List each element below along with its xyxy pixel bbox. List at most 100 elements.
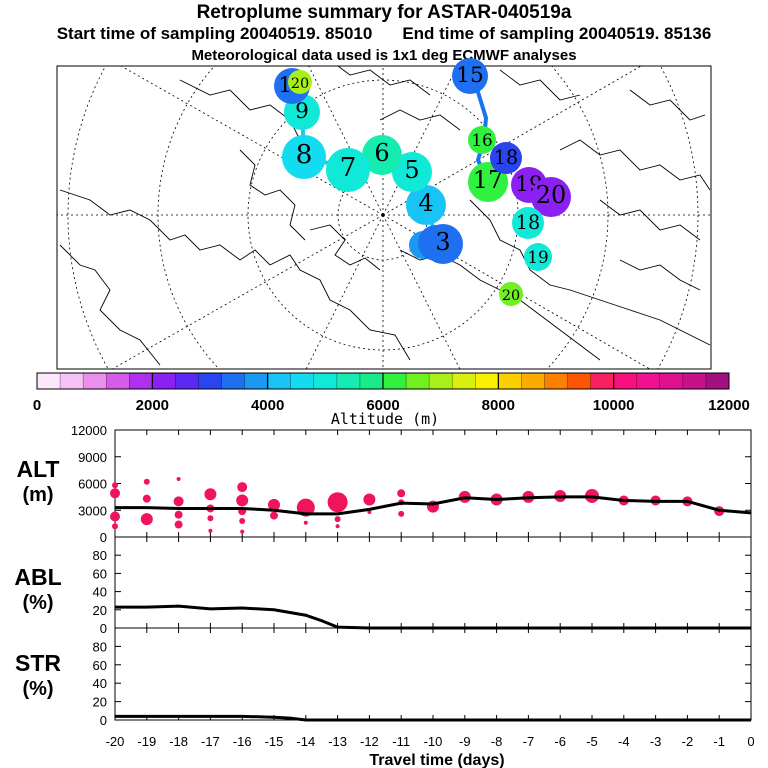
abl-ytick-label: 60 [93, 566, 107, 581]
colorbar-tick-label: 2000 [136, 397, 169, 414]
colorbar-swatch [221, 373, 246, 389]
colorbar-tick-label: 6000 [366, 397, 399, 414]
colorbar-swatch [452, 373, 476, 389]
x-tick-label: -8 [491, 734, 503, 749]
alt-cluster-point [363, 493, 376, 506]
map-point-label: 7 [340, 152, 357, 183]
colorbar-swatch [406, 373, 430, 389]
alt-cluster-point [174, 520, 183, 529]
map-point [392, 152, 432, 192]
alt-cluster-point [236, 494, 249, 507]
x-tick-label: -14 [296, 734, 315, 749]
x-tick-label: -5 [586, 734, 598, 749]
map-point [452, 58, 488, 94]
colorbar-swatch [175, 373, 199, 389]
colorbar-swatch [429, 373, 453, 389]
x-axis-label: Travel time (days) [369, 752, 504, 768]
alt-cluster-point [239, 517, 246, 524]
map-point-label: 5 [404, 156, 419, 184]
alt-cluster-point [335, 524, 340, 529]
end-time: End time of sampling 20040519. 85136 [402, 24, 712, 43]
alt-cluster-point [237, 482, 248, 493]
x-tick-label: -9 [459, 734, 471, 749]
colorbar-swatch [60, 373, 84, 389]
abl-frame [114, 536, 752, 629]
colorbar-swatch [567, 373, 592, 389]
map-point [468, 162, 508, 202]
x-axis: -20 -19 -18 -17 -16 -15 -14 -13 -12 -11 -10 -9 -8 -7-… [106, 734, 755, 749]
map-point [524, 243, 552, 271]
colorbar-swatch [37, 373, 61, 389]
x-tick-label: -17 [201, 734, 220, 749]
colorbar-swatch [129, 373, 153, 389]
colorbar-tick-label: 12000 [708, 397, 750, 414]
alt-cluster-point [140, 513, 153, 526]
colorbar-tick-label: 0 [33, 397, 41, 414]
x-tick-label: -3 [650, 734, 662, 749]
colorbar-swatch [521, 373, 545, 389]
alt-ytick-label: 0 [100, 530, 107, 545]
str-panel: 0 20 40 60 80 [93, 627, 752, 728]
map-point-label: 19 [527, 247, 548, 267]
alt-cluster-point [176, 477, 181, 482]
map-point-label: 8 [296, 139, 313, 170]
map-point-label: 15 [456, 63, 483, 88]
str-ytick-label: 20 [93, 695, 107, 710]
str-ytick-label: 80 [93, 639, 107, 654]
chart-title: Retroplume summary for ASTAR-040519a [196, 2, 572, 23]
str-series-line [115, 714, 751, 722]
x-tick-label: -16 [233, 734, 252, 749]
x-tick-label: -4 [618, 734, 630, 749]
colorbar-swatch [290, 373, 315, 389]
map-point [288, 70, 312, 94]
alt-cluster-point [303, 520, 308, 525]
x-tick-label: -15 [265, 734, 284, 749]
alt-cluster-point [208, 528, 213, 533]
colorbar-swatch [475, 373, 499, 389]
abl-ytick-label: 20 [93, 603, 107, 618]
colorbar-swatch [106, 373, 130, 389]
map-point [531, 177, 571, 217]
map-point [406, 185, 446, 225]
start-time: Start time of sampling 20040519. 85010 [56, 24, 373, 43]
alt-cluster-point [174, 510, 183, 519]
alt-ylabel-top: ALT [16, 456, 60, 482]
alt-ytick-label: 6000 [78, 477, 107, 492]
altitude-colorbar: 0 2000 4000 6000 8000 10000 12000 [33, 372, 750, 414]
abl-ylabel: ABL (%) [10, 564, 66, 616]
abl-ylabel-bottom: (%) [22, 592, 54, 614]
alt-ylabel: ALT (m) [10, 456, 66, 508]
colorbar-swatch [198, 373, 223, 389]
sampling-times: Start time of sampling 20040519. 85010 En… [0, 24, 768, 44]
x-tick-label: -10 [424, 734, 443, 749]
abl-ytick-label: 0 [100, 621, 107, 636]
colorbar-swatch [636, 373, 661, 389]
alt-cluster-point [204, 488, 217, 501]
alt-cluster-point [142, 494, 151, 503]
x-tick-label: 0 [747, 734, 754, 749]
alt-ytick-label: 9000 [78, 450, 107, 465]
colorbar-swatch [498, 373, 522, 389]
colorbar-swatch [359, 373, 384, 389]
map-point [468, 126, 496, 154]
map-point [499, 282, 523, 306]
map-panel: 1234567891015161718192018192020 [56, 58, 712, 370]
map-point [282, 135, 326, 179]
trajectory-points: 1234567891015161718192018192020 [274, 58, 571, 306]
str-ylabel-top: STR [15, 650, 61, 676]
abl-ytick-label: 40 [93, 585, 107, 600]
colorbar-swatch [244, 373, 269, 389]
colorbar-swatch [659, 373, 684, 389]
meridians [57, 66, 711, 369]
colorbar-swatch [83, 373, 107, 389]
alt-cluster-point [110, 511, 120, 522]
colorbar-swatch [313, 373, 338, 389]
map-point [490, 142, 522, 174]
colorbar-tick-label: 4000 [251, 397, 284, 414]
alt-cluster-point [112, 523, 118, 530]
colorbar-swatch [267, 373, 292, 389]
colorbar-swatch [383, 373, 407, 389]
x-tick-label: -12 [360, 734, 379, 749]
abl-ylabel-top: ABL [14, 564, 62, 590]
